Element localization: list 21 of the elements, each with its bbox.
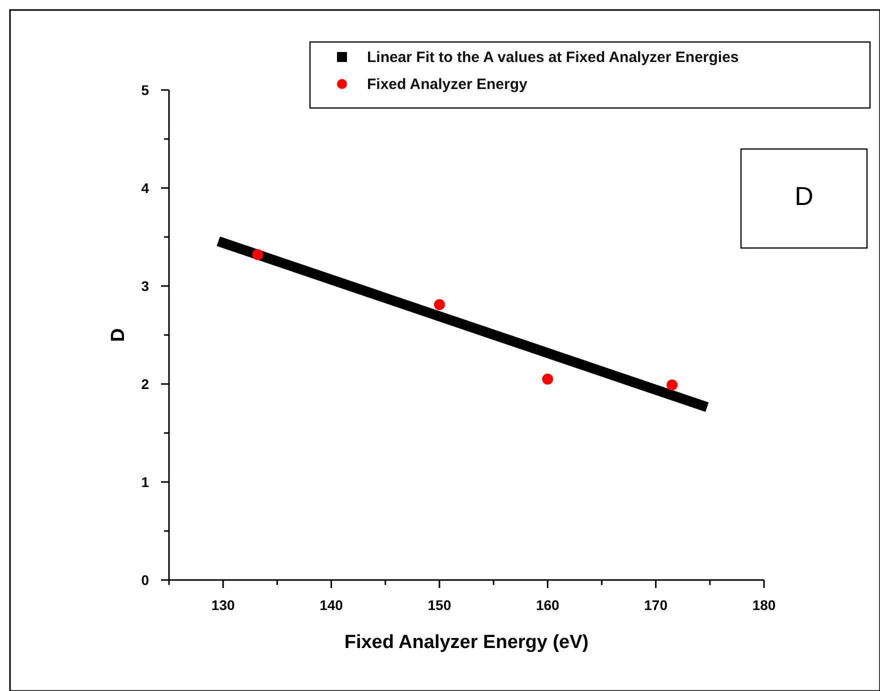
- legend-label: Linear Fit to the A values at Fixed Analyzer Energies: [367, 49, 739, 66]
- x-tick-label: 170: [644, 597, 668, 613]
- x-tick-label: 130: [211, 597, 235, 613]
- y-tick-label: 4: [141, 180, 150, 196]
- point: [542, 374, 554, 385]
- y-tick-label: 1: [141, 474, 150, 490]
- text: D: [794, 180, 814, 211]
- point: [434, 299, 445, 310]
- point: [666, 379, 678, 390]
- x-axis-title: Fixed Analyzer Energy (eV): [344, 632, 589, 653]
- y-tick-label: 0: [141, 572, 150, 588]
- legend-label: Fixed Analyzer Energy: [367, 76, 528, 93]
- y-tick-label: 3: [141, 278, 150, 294]
- y-axis-title: D: [108, 328, 129, 342]
- y-tick-label: 5: [141, 82, 150, 98]
- y-tick-label: 2: [141, 376, 150, 392]
- x-tick-label: 160: [536, 597, 560, 613]
- x-tick-label: 140: [320, 597, 344, 613]
- point: [252, 249, 264, 260]
- x-tick-label: 180: [752, 597, 776, 613]
- x-tick-label: 150: [428, 597, 452, 613]
